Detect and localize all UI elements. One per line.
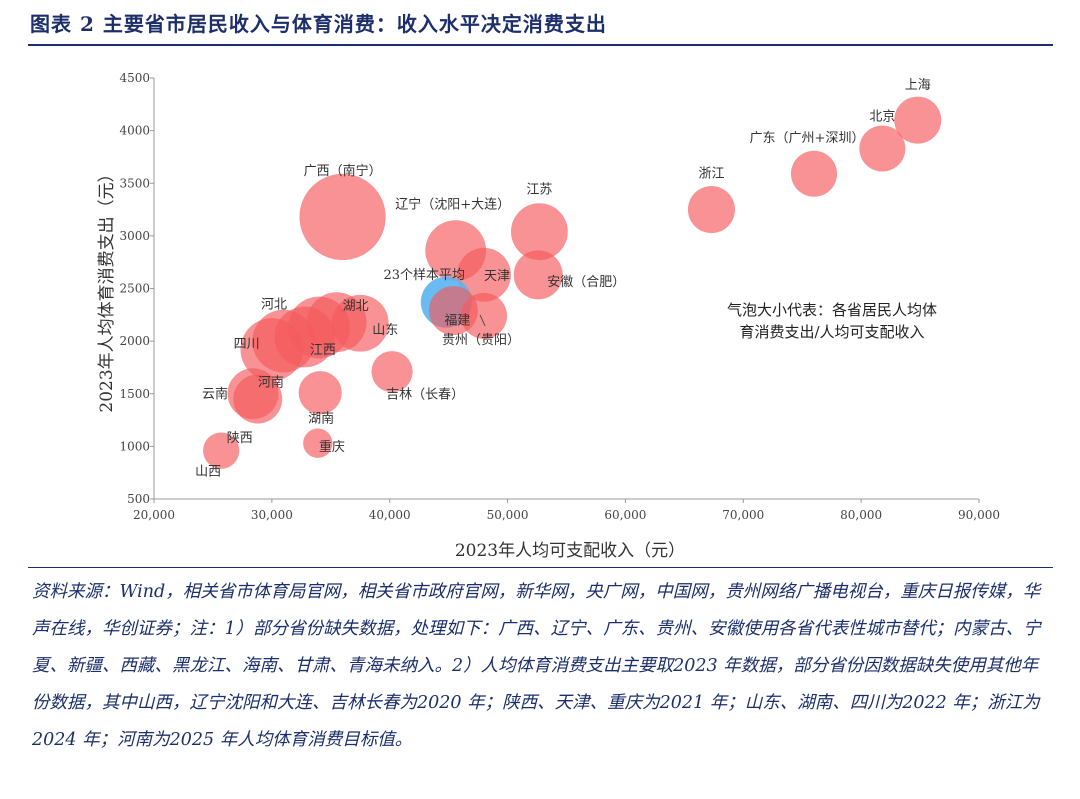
y-tick-label: 3500	[119, 176, 150, 190]
y-tick-label: 2000	[119, 334, 150, 348]
bubble-label: 陕西	[227, 431, 253, 446]
bubble-label: 山东	[372, 323, 398, 338]
bubble-label: 河北	[261, 297, 287, 312]
bubble-label: 浙江	[698, 167, 724, 182]
bubble-label: 云南	[202, 386, 228, 402]
bubble-广东（广州+深圳）	[790, 150, 838, 197]
bubble-label: 辽宁（沈阳+大连）	[395, 197, 510, 213]
bubble-天津	[457, 247, 511, 302]
x-tick-label: 30,000	[251, 508, 293, 522]
bubble-size-note-line1: 气泡大小代表：各省居民人均体	[727, 301, 937, 319]
bubble-安徽（合肥）	[513, 250, 563, 300]
bubble-陕西	[233, 374, 283, 424]
leader-line	[479, 314, 486, 327]
bubble-label: 四川	[234, 337, 260, 352]
bubble-label: 安徽（合肥）	[547, 275, 625, 290]
bubble-label: 广东（广州+深圳）	[750, 131, 865, 146]
bubble-label: 河南	[258, 375, 284, 391]
x-tick-label: 90,000	[958, 508, 1000, 522]
bubble-label: 江西	[310, 343, 336, 358]
bubble-山东	[331, 294, 389, 352]
bubble-label: 山西	[195, 465, 221, 480]
bubble-江苏	[510, 203, 568, 261]
bubble-山西	[203, 432, 240, 469]
bubble-label: 广西（南宁）	[304, 163, 382, 179]
bubble-label: 北京	[869, 110, 895, 125]
x-axis-label: 2023年人均可支配收入（元）	[455, 541, 685, 561]
note-rule	[28, 567, 1053, 568]
bubble-label: 福建	[444, 314, 470, 329]
y-tick-label: 1000	[119, 439, 150, 453]
x-tick-label: 20,000	[133, 508, 175, 522]
bubble-label: 湖北	[343, 299, 369, 314]
bubble-label: 贵州（贵阳）	[442, 333, 520, 348]
bubble-上海	[894, 96, 942, 144]
figure-title: 图表 2 主要省市居民收入与体育消费：收入水平决定消费支出	[30, 12, 607, 36]
bubble-chart: 500 1000 1500 2000 2500 3000 3500 4000 4500 20,00…	[97, 71, 1000, 561]
y-tick-label: 4500	[119, 71, 150, 85]
x-tick-label: 60,000	[604, 508, 646, 522]
bubble-label: 天津	[484, 269, 510, 284]
y-axis-label: 2023年人均体育消费支出（元）	[97, 165, 117, 412]
y-tick-label: 2500	[119, 282, 150, 296]
bubble-label: 湖南	[308, 411, 334, 427]
bubble-label: 江苏	[526, 182, 552, 198]
bubble-label: 吉林（长春）	[386, 388, 464, 403]
bubble-吉林（长春）	[371, 351, 413, 393]
bubble-label: 重庆	[319, 439, 345, 455]
bubble-size-note-line2: 育消费支出/人均可支配收入	[739, 323, 924, 341]
x-tick-label: 50,000	[487, 508, 529, 522]
axes: 500 1000 1500 2000 2500 3000 3500 4000 4500 20,00…	[119, 71, 1000, 522]
x-tick-label: 40,000	[369, 508, 411, 522]
y-tick-label: 500	[127, 492, 150, 506]
bubble-广西（南宁）	[299, 173, 386, 261]
bubble-浙江	[687, 186, 735, 234]
y-tick-label: 3000	[119, 229, 150, 243]
bubble-layer	[203, 96, 942, 469]
bubble-湖南	[298, 371, 342, 415]
x-tick-label: 80,000	[840, 508, 882, 522]
bubble-北京	[859, 125, 906, 172]
bubble-label: 上海	[905, 78, 931, 93]
y-tick-label: 1500	[119, 387, 150, 401]
title-rule	[28, 44, 1053, 46]
bubble-贵州（贵阳）	[460, 292, 508, 339]
source-note: 资料来源：Wind，相关省市体育局官网，相关省市政府官网，新华网，央广网，中国网…	[32, 582, 1041, 750]
x-tick-label: 70,000	[722, 508, 764, 522]
bubble-重庆	[303, 428, 333, 458]
y-tick-label: 4000	[119, 124, 150, 138]
bubble-label: 23个样本平均	[384, 268, 466, 283]
